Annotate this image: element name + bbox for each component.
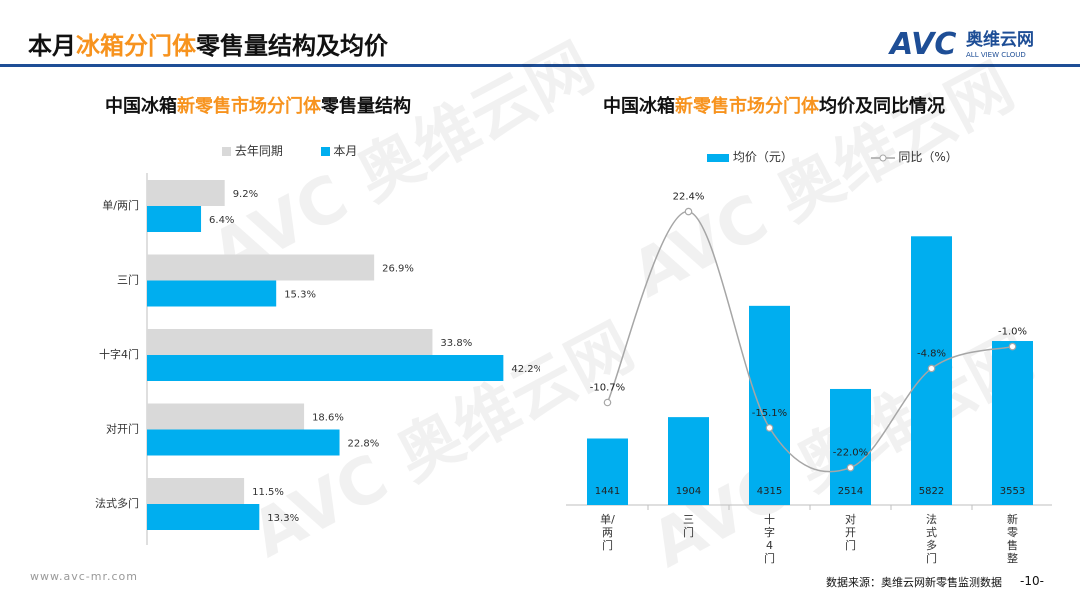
category-label: 十字4门 — [99, 347, 139, 361]
category-label: 三门 — [117, 273, 139, 287]
legend-swatch-this-month — [320, 147, 330, 156]
legend-line-yoy-icon — [870, 154, 895, 161]
page-title: 本月冰箱分门体零售量结构及均价 — [28, 32, 388, 60]
yoy-point — [684, 207, 693, 216]
legend-swatch-last-year — [222, 147, 231, 156]
bar-last-year — [147, 180, 225, 206]
page-number: -10- — [1020, 574, 1044, 588]
category-label: 法式多门 — [926, 512, 937, 565]
bar-last-year — [147, 329, 433, 355]
bar-value-label: 5822 — [919, 486, 944, 497]
data-label: 26.9% — [382, 264, 414, 275]
bar-avg-price — [668, 417, 709, 505]
avc-logo: AVC 奥维云网 ALL VIEW CLOUD — [888, 27, 1034, 62]
yoy-label: -15.1% — [752, 408, 787, 419]
data-label: 15.3% — [284, 290, 316, 301]
data-label: 13.3% — [267, 513, 299, 524]
legend-label-avg-price: 均价（元） — [732, 150, 793, 164]
category-label: 对开门 — [845, 512, 856, 552]
bar-avg-price — [587, 438, 628, 505]
category-label: 新零售整体 — [1007, 512, 1018, 565]
category-label: 单/两门 — [600, 513, 615, 552]
legend-label-yoy: 同比（%） — [898, 150, 958, 164]
yoy-point — [1008, 342, 1017, 351]
data-label: 33.8% — [440, 338, 472, 349]
data-label: 6.4% — [209, 215, 234, 226]
bar-this-month — [147, 429, 340, 456]
category-label: 三门 — [683, 513, 694, 539]
bar-this-month — [147, 504, 260, 530]
logo-text: 奥维云网 — [966, 29, 1034, 50]
data-label: 42.2% — [511, 364, 540, 375]
yoy-point — [765, 424, 774, 432]
bar-value-label: 4315 — [757, 486, 782, 497]
bar-last-year — [147, 478, 245, 504]
yoy-point — [846, 463, 855, 472]
yoy-label: -4.8% — [917, 348, 946, 359]
category-label: 对开门 — [106, 422, 139, 436]
yoy-point — [603, 398, 612, 407]
bar-value-label: 3553 — [1000, 486, 1025, 497]
footer-url[interactable]: www.avc-mr.com — [30, 570, 138, 583]
right-chart-title: 中国冰箱新零售市场分门体均价及同比情况 — [603, 96, 945, 117]
right-combo-chart: 1441 单/两门 1904 三门 4315 十字 4 门 2514 对开门 5822 法式多门 355… — [566, 192, 1052, 565]
right-legend: 均价（元） 同比（%） — [707, 148, 958, 165]
data-label: 9.2% — [233, 189, 258, 200]
yoy-label: -10.7% — [590, 383, 625, 394]
yoy-label: 22.4% — [673, 192, 705, 203]
logo-subtext: ALL VIEW CLOUD — [966, 51, 1026, 59]
bar-value-label: 1904 — [676, 486, 701, 497]
bar-value-label: 2514 — [838, 486, 863, 497]
legend-label-last-year: 去年同期 — [234, 144, 283, 158]
bar-this-month — [147, 280, 277, 307]
left-chart-title: 中国冰箱新零售市场分门体零售量结构 — [105, 96, 411, 117]
bar-this-month — [147, 355, 504, 381]
yoy-label: -22.0% — [833, 448, 868, 459]
data-label: 18.6% — [312, 413, 344, 424]
yoy-label: -1.0% — [998, 327, 1027, 338]
header-divider — [0, 64, 1080, 67]
category-label: 法式多门 — [95, 496, 139, 510]
bar-avg-price — [830, 388, 871, 505]
bar-last-year — [147, 254, 375, 281]
legend-label-this-month: 本月 — [333, 144, 358, 158]
left-legend: 去年同期 本月 — [222, 142, 357, 159]
data-label: 11.5% — [252, 487, 284, 498]
yoy-point — [927, 364, 936, 373]
bar-value-label: 1441 — [595, 486, 620, 497]
legend-swatch-avg-price — [707, 153, 729, 162]
category-label: 单/两门 — [102, 198, 139, 212]
bar-avg-price — [992, 341, 1033, 505]
logo-mark: AVC — [888, 27, 956, 62]
left-bar-chart: 单/两门 9.2% 6.4% 三门 26.9% 15.3% 十字4门 33.8% 42.2% 对开… — [95, 173, 540, 545]
bar-avg-price — [749, 305, 790, 505]
bar-last-year — [147, 403, 305, 430]
bar-this-month — [147, 206, 202, 232]
data-source-note: 数据来源：奥维云网新零售监测数据 — [826, 576, 1002, 589]
data-label: 22.8% — [348, 439, 380, 450]
